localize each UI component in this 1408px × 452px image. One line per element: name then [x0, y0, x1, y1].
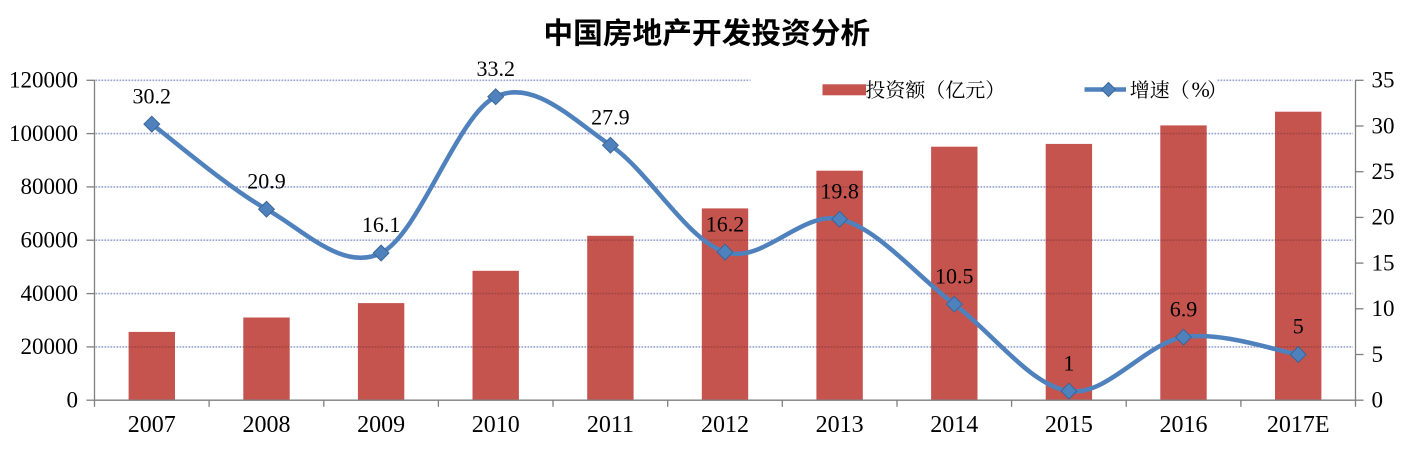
svg-text:1: 1 — [1063, 350, 1074, 375]
svg-text:2015: 2015 — [1045, 412, 1093, 438]
svg-text:2016: 2016 — [1160, 412, 1208, 438]
svg-text:2010: 2010 — [472, 412, 520, 438]
svg-text:5: 5 — [1293, 314, 1304, 339]
svg-text:60000: 60000 — [21, 228, 79, 253]
svg-text:2008: 2008 — [243, 412, 291, 438]
svg-text:6.9: 6.9 — [1170, 296, 1198, 321]
svg-text:16.2: 16.2 — [706, 211, 745, 236]
svg-text:30: 30 — [1372, 113, 1395, 138]
svg-text:5: 5 — [1372, 342, 1384, 367]
svg-text:35: 35 — [1372, 68, 1395, 93]
svg-text:20: 20 — [1372, 205, 1395, 230]
svg-text:2009: 2009 — [357, 412, 405, 438]
svg-text:30.2: 30.2 — [133, 83, 172, 108]
svg-text:25: 25 — [1372, 159, 1395, 184]
svg-text:19.8: 19.8 — [820, 178, 859, 203]
svg-text:16.1: 16.1 — [362, 212, 401, 237]
svg-text:27.9: 27.9 — [591, 104, 630, 129]
svg-text:10: 10 — [1372, 296, 1395, 321]
svg-text:80000: 80000 — [21, 174, 79, 199]
svg-text:33.2: 33.2 — [476, 56, 515, 81]
svg-text:0: 0 — [67, 388, 79, 413]
svg-text:2013: 2013 — [816, 412, 864, 438]
svg-text:%: % — [1192, 77, 1210, 102]
svg-text:2017E: 2017E — [1267, 412, 1330, 438]
svg-text:2014: 2014 — [930, 412, 978, 438]
svg-text:2007: 2007 — [128, 412, 176, 438]
svg-text:2011: 2011 — [587, 412, 634, 438]
svg-text:20000: 20000 — [21, 334, 79, 359]
svg-text:40000: 40000 — [21, 281, 79, 306]
svg-text:10.5: 10.5 — [935, 263, 974, 288]
svg-text:15: 15 — [1372, 250, 1395, 275]
svg-text:120000: 120000 — [9, 68, 78, 93]
svg-text:20.9: 20.9 — [247, 168, 286, 193]
svg-text:100000: 100000 — [9, 121, 78, 146]
svg-text:0: 0 — [1372, 388, 1384, 413]
svg-text:2012: 2012 — [701, 412, 749, 438]
